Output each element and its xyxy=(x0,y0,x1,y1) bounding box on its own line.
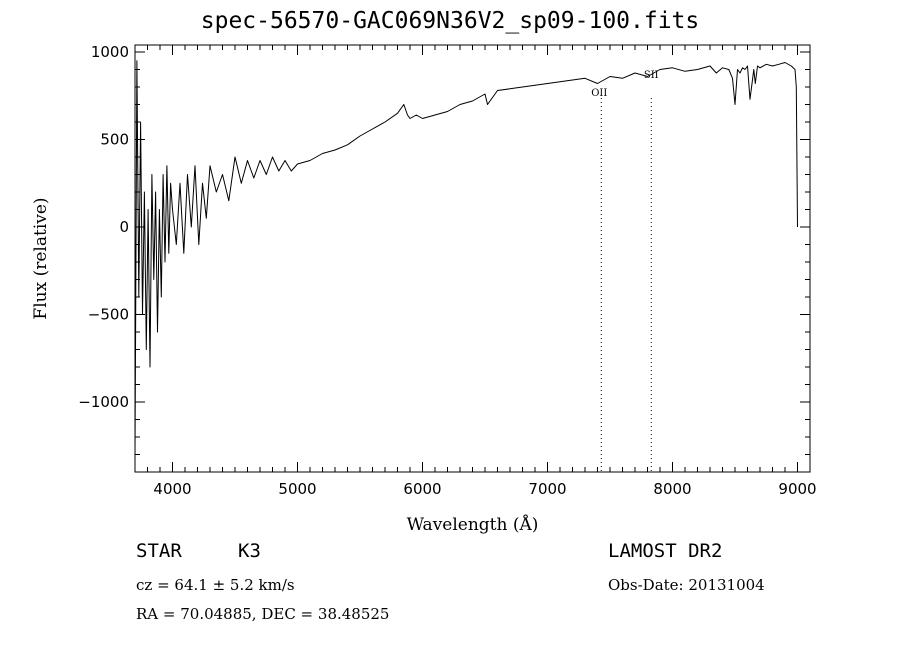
sky-coordinates: RA = 70.04885, DEC = 38.48525 xyxy=(136,605,390,623)
x-axis-label: Wavelength (Å) xyxy=(407,514,539,535)
plot-frame xyxy=(134,44,811,473)
annotation-label: SII xyxy=(644,70,659,81)
redshift-value: cz = 64.1 ± 5.2 km/s xyxy=(136,576,295,594)
x-tick-label: 5000 xyxy=(278,480,316,498)
observation-date: Obs-Date: 20131004 xyxy=(608,576,765,594)
y-tick-label: 1000 xyxy=(91,43,129,61)
object-subclass: K3 xyxy=(238,540,261,562)
spectrum-line xyxy=(134,60,798,455)
x-tick-label: 9000 xyxy=(778,480,816,498)
x-tick-label: 7000 xyxy=(528,480,566,498)
y-tick-label: −500 xyxy=(88,306,129,324)
y-tick-label: 500 xyxy=(100,131,129,149)
y-tick-label: −1000 xyxy=(78,393,129,411)
x-tick-label: 4000 xyxy=(153,480,191,498)
y-tick-label: 0 xyxy=(119,218,129,236)
object-class: STAR xyxy=(136,540,182,562)
chart-title: spec-56570-GAC069N36V2_sp09-100.fits xyxy=(200,8,700,34)
y-axis-label: Flux (relative) xyxy=(31,197,51,319)
x-tick-label: 6000 xyxy=(403,480,441,498)
survey-name: LAMOST DR2 xyxy=(608,540,723,562)
annotation-label: OII xyxy=(591,88,607,99)
x-tick-label: 8000 xyxy=(653,480,691,498)
